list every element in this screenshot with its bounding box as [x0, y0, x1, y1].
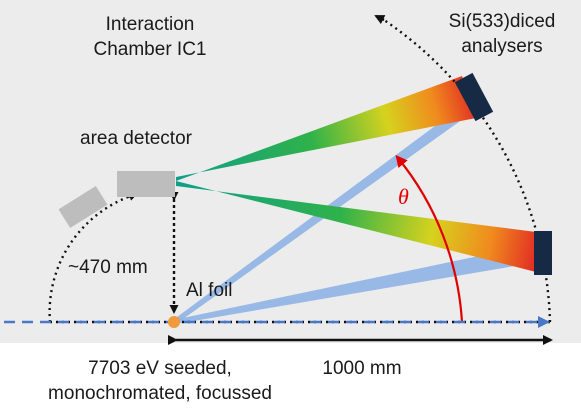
rotation-arrow: [374, 14, 386, 25]
al-foil-sample: [168, 316, 180, 328]
analyser-lower: [534, 231, 552, 275]
area-detector-label: area detector: [80, 128, 193, 149]
scatter-band-lower: [173, 244, 538, 324]
beam-label-line1: 7703 eV seeded,: [88, 358, 232, 379]
theta-arc: [395, 154, 464, 323]
chamber-background: [0, 0, 581, 343]
analyser-upper: [454, 72, 494, 122]
reflected-fan-upper: [176, 76, 476, 181]
area-detector-alt-position: [58, 186, 108, 228]
beam-label-line2: monochromated, focussed: [48, 383, 272, 404]
height-label: ~470 mm: [68, 257, 148, 278]
analysers-label-line2: analysers: [461, 36, 542, 57]
theta-label: θ: [398, 184, 409, 209]
foil-label: Al foil: [186, 280, 232, 301]
chamber-title-line2: Chamber IC1: [94, 39, 207, 60]
chamber-title-line1: Interaction: [106, 14, 195, 35]
reflected-fan-lower: [176, 181, 536, 272]
distance-label: 1000 mm: [322, 358, 401, 379]
analysers-label-line1: Si(533)diced: [449, 11, 556, 32]
detector-circle: [48, 195, 129, 323]
area-detector: [117, 171, 175, 197]
